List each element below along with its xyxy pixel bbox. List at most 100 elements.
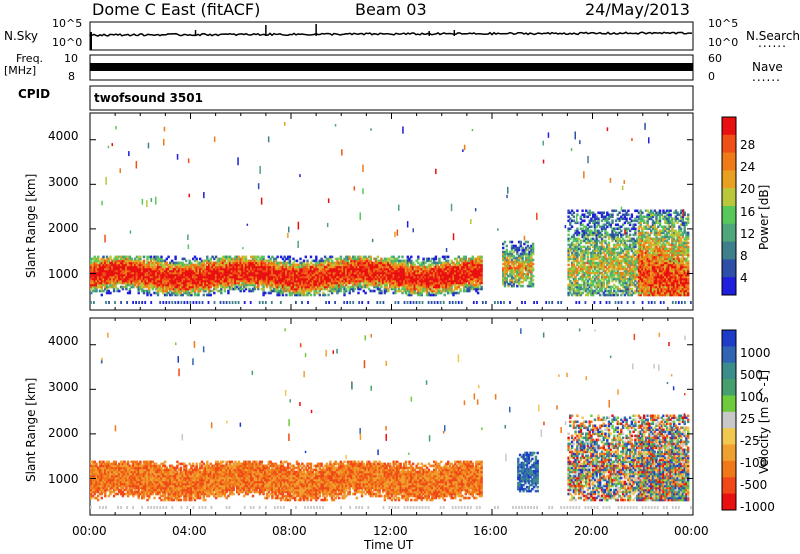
- echo-cell: [172, 277, 176, 281]
- echo-cell: [237, 279, 241, 283]
- echo-cell: [359, 277, 362, 281]
- echo-cell: [207, 283, 211, 287]
- echo-cell: [200, 283, 204, 287]
- echo-cell: [139, 273, 142, 277]
- echo-cell: [385, 277, 388, 281]
- echo-cell: [223, 281, 227, 285]
- echo-cell: [200, 277, 204, 281]
- echo-cell: [287, 273, 290, 277]
- echo-cell: [369, 261, 372, 265]
- echo-cell: [193, 267, 197, 271]
- echo-cell: [339, 259, 343, 263]
- echo-cell: [148, 281, 151, 285]
- echo-cell: [146, 281, 149, 285]
- echo-cell: [186, 263, 190, 267]
- echo-cell: [378, 269, 381, 273]
- echo-cell: [334, 273, 337, 277]
- echo-cell: [93, 285, 96, 289]
- echo-cell: [323, 269, 327, 273]
- echo-cell: [389, 265, 392, 269]
- echo-cell: [153, 291, 156, 295]
- echo-cell: [151, 287, 154, 291]
- echo-cell: [336, 273, 339, 277]
- echo-cell: [112, 269, 116, 273]
- echo-cell: [330, 259, 334, 263]
- echo-cell: [396, 275, 399, 279]
- echo-cell: [230, 271, 234, 275]
- echo-cell: [234, 257, 237, 261]
- echo-cell: [251, 267, 255, 271]
- echo-cell: [343, 267, 346, 271]
- echo-cell: [272, 289, 276, 293]
- echo-cell: [160, 279, 163, 283]
- echo-cell: [294, 291, 297, 295]
- echo-cell: [165, 267, 168, 271]
- echo-cell: [304, 287, 307, 291]
- echo-cell: [334, 277, 337, 281]
- echo-cell: [199, 261, 202, 265]
- echo-cell: [288, 287, 292, 291]
- echo-cell: [302, 273, 306, 277]
- echo-cell: [278, 261, 281, 265]
- echo-cell: [193, 287, 197, 291]
- echo-cell: [237, 259, 241, 263]
- echo-cell: [304, 283, 307, 287]
- echo-cell: [353, 287, 357, 291]
- echo-cell: [329, 277, 332, 281]
- echo-cell: [311, 273, 314, 277]
- echo-cell: [269, 281, 272, 285]
- echo-cell: [292, 279, 295, 283]
- echo-cell: [276, 263, 279, 267]
- echo-cell: [283, 287, 286, 291]
- echo-cell: [308, 269, 311, 273]
- echo-cell: [278, 273, 281, 277]
- echo-cell: [123, 259, 126, 263]
- echo-cell: [243, 289, 246, 293]
- echo-cell: [352, 277, 355, 281]
- echo-cell: [237, 271, 241, 275]
- echo-cell: [330, 279, 334, 283]
- echo-cell: [186, 275, 190, 279]
- echo-cell: [376, 285, 380, 289]
- echo-cell: [176, 283, 179, 287]
- echo-cell: [313, 263, 316, 267]
- echo-cell: [176, 277, 179, 281]
- echo-cell: [160, 271, 163, 275]
- echo-cell: [225, 285, 228, 289]
- echo-cell: [202, 259, 205, 263]
- echo-cell: [207, 267, 211, 271]
- echo-cell: [162, 285, 165, 289]
- echo-cell: [374, 275, 378, 279]
- echo-cell: [385, 283, 388, 287]
- echo-cell: [255, 275, 258, 279]
- echo-cell: [295, 293, 299, 297]
- echo-cell: [325, 275, 329, 279]
- echo-cell: [357, 285, 360, 289]
- echo-cell: [206, 283, 209, 287]
- echo-cell: [387, 261, 390, 265]
- echo-cell: [318, 269, 321, 273]
- echo-cell: [329, 281, 332, 285]
- echo-cell: [218, 283, 221, 287]
- echo-cell: [234, 279, 237, 283]
- echo-cell: [169, 269, 172, 273]
- echo-cell: [102, 257, 105, 261]
- echo-cell: [121, 255, 125, 259]
- echo-cell: [165, 269, 168, 273]
- echo-cell: [399, 275, 402, 279]
- echo-cell: [258, 259, 262, 263]
- echo-cell: [251, 257, 255, 261]
- echo-cell: [148, 289, 151, 293]
- echo-cell: [104, 261, 107, 265]
- echo-cell: [118, 277, 121, 281]
- echo-cell: [255, 279, 258, 283]
- echo-cell: [334, 267, 337, 271]
- echo-cell: [278, 263, 281, 267]
- echo-cell: [109, 267, 112, 271]
- echo-cell: [385, 261, 388, 265]
- echo-cell: [209, 285, 212, 289]
- echo-cell: [155, 271, 158, 275]
- echo-cell: [327, 261, 330, 265]
- echo-cell: [100, 259, 103, 263]
- echo-cell: [234, 263, 237, 267]
